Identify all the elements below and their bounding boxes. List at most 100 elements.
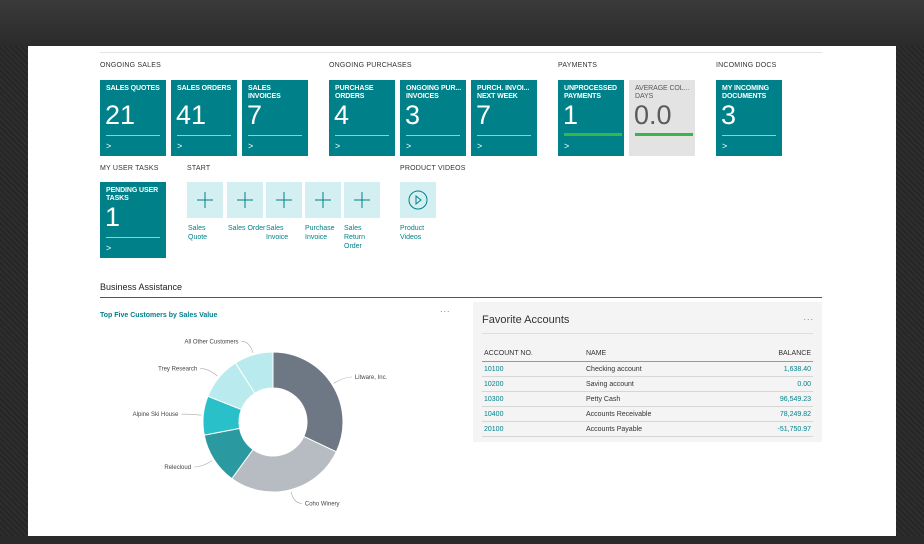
section-title-business-assistance: Business Assistance (100, 282, 183, 292)
account-balance-cell[interactable]: 1,638.40 (732, 361, 813, 377)
favorite-accounts-table: ACCOUNT NO. NAME BALANCE 10100 Checking … (482, 348, 813, 437)
donut-label: Alpine Ski House (133, 412, 179, 418)
donut-label: Relecloud (164, 465, 191, 471)
action-label-purchase-invoice[interactable]: Purchase Invoice (305, 225, 335, 241)
tile-title: UNPROCESSED PAYMENTS (564, 85, 617, 100)
chevron-right-icon: > (406, 141, 412, 151)
chevron-right-icon: > (248, 141, 254, 151)
tile-separator (177, 135, 231, 136)
donut-slice-all-other-customers[interactable] (234, 351, 274, 394)
account-no-cell[interactable]: 10300 (482, 391, 584, 407)
window-frame-right (896, 46, 924, 544)
account-balance-cell[interactable]: 78,249.82 (732, 406, 813, 422)
donut-slice-litware-inc[interactable] (272, 351, 344, 453)
account-no-cell[interactable]: 10200 (482, 376, 584, 392)
account-no-cell[interactable]: 20100 (482, 421, 584, 437)
favorite-accounts-menu-icon[interactable]: ... (803, 312, 814, 322)
leader-line (241, 341, 254, 353)
tile-value: 41 (176, 100, 207, 130)
leader-line (333, 376, 352, 384)
tile-purch-invoices-next-week[interactable]: PURCH. INVOI... NEXT WEEK 7 > (471, 80, 537, 156)
tile-separator (106, 237, 160, 238)
action-label-sales-return-order[interactable]: Sales Return Order (344, 225, 366, 250)
tile-status-bar (635, 133, 693, 136)
leader-line (194, 460, 213, 468)
tile-sales-quotes[interactable]: SALES QUOTES 21 > (100, 80, 166, 156)
tile-title: PURCHASE ORDERS (335, 85, 374, 100)
leader-line (290, 491, 302, 504)
table-row[interactable]: 10100 Checking account 1,638.40 (482, 361, 813, 377)
chevron-right-icon: > (722, 141, 728, 151)
account-balance-cell[interactable]: -51,750.97 (732, 421, 813, 437)
donut-chart: Litware, Inc. Coho Winery Relecloud Alpine … (133, 339, 388, 507)
tile-unprocessed-payments[interactable]: UNPROCESSED PAYMENTS 1 > (558, 80, 624, 156)
tile-ongoing-purchase-invoices[interactable]: ONGOING PUR... INVOICES 3 > (400, 80, 466, 156)
tile-separator (477, 135, 531, 136)
table-row[interactable]: 10300 Petty Cash 96,549.23 (482, 391, 813, 407)
account-no-cell[interactable]: 10100 (482, 361, 584, 377)
column-header-name[interactable]: NAME (584, 348, 733, 362)
account-no-cell[interactable]: 10400 (482, 406, 584, 422)
tile-value: 1 (105, 202, 121, 232)
tile-average-collection-days[interactable]: AVERAGE COL... DAYS 0.0 (629, 80, 695, 156)
product-videos-button[interactable] (400, 182, 436, 218)
group-label-start: START (187, 165, 211, 172)
plus-icon (237, 192, 253, 208)
tile-value: 21 (105, 100, 136, 130)
tile-value: 3 (721, 100, 737, 130)
action-label-sales-order[interactable]: Sales Order (228, 225, 266, 232)
chevron-right-icon: > (106, 141, 112, 151)
tile-separator (106, 135, 160, 136)
chart-menu-icon[interactable]: ... (440, 304, 451, 314)
window-frame-top (0, 0, 924, 46)
tile-value: 1 (563, 100, 579, 130)
column-header-balance[interactable]: BALANCE (732, 348, 813, 362)
tile-my-incoming-documents[interactable]: MY INCOMING DOCUMENTS 3 > (716, 80, 782, 156)
table-row[interactable]: 20100 Accounts Payable -51,750.97 (482, 421, 813, 437)
group-label-payments: PAYMENTS (558, 62, 598, 69)
donut-slice-coho-winery[interactable] (231, 435, 338, 493)
new-sales-order-button[interactable] (227, 182, 263, 218)
donut-label: Coho Winery (305, 501, 340, 507)
action-label-product-videos[interactable]: Product Videos (400, 225, 425, 241)
group-label-my-user-tasks: MY USER TASKS (100, 165, 159, 172)
action-label-sales-invoice[interactable]: Sales Invoice (266, 225, 289, 241)
table-row[interactable]: 10200 Saving account 0.00 (482, 376, 813, 392)
tile-sales-orders[interactable]: SALES ORDERS 41 > (171, 80, 237, 156)
action-label-sales-quote[interactable]: Sales Quote (188, 225, 208, 241)
group-label-incoming-docs: INCOMING DOCS (716, 62, 777, 69)
new-sales-quote-button[interactable] (187, 182, 223, 218)
chevron-right-icon: > (177, 141, 183, 151)
account-name-cell: Accounts Payable (584, 421, 733, 437)
tile-separator (406, 135, 460, 136)
account-balance-cell[interactable]: 0.00 (732, 376, 813, 392)
role-center-page: ONGOING SALES ONGOING PURCHASES PAYMENTS… (28, 46, 896, 536)
tile-title: SALES INVOICES (248, 85, 281, 100)
tile-purchase-orders[interactable]: PURCHASE ORDERS 4 > (329, 80, 395, 156)
play-circle-icon (408, 190, 428, 210)
tile-pending-user-tasks[interactable]: PENDING USER TASKS 1 > (100, 182, 166, 258)
tile-sales-invoices[interactable]: SALES INVOICES 7 > (242, 80, 308, 156)
chevron-right-icon: > (106, 243, 112, 253)
table-row[interactable]: 10400 Accounts Receivable 78,249.82 (482, 406, 813, 422)
tile-title: PURCH. INVOI... NEXT WEEK (477, 85, 530, 100)
new-purchase-invoice-button[interactable] (305, 182, 341, 218)
group-label-ongoing-purchases: ONGOING PURCHASES (329, 62, 412, 69)
leader-line (200, 368, 218, 377)
account-name-cell: Saving account (584, 376, 733, 392)
favorite-accounts-panel: Favorite Accounts ... ACCOUNT NO. NAME B… (473, 302, 822, 442)
chevron-right-icon: > (477, 141, 483, 151)
donut-label: Trey Research (158, 366, 197, 372)
column-header-account-no[interactable]: ACCOUNT NO. (482, 348, 584, 362)
tile-title: SALES ORDERS (177, 85, 232, 92)
plus-icon (315, 192, 331, 208)
table-header-row: ACCOUNT NO. NAME BALANCE (482, 348, 813, 362)
top-divider (100, 52, 822, 53)
leader-line (181, 413, 202, 416)
account-balance-cell[interactable]: 96,549.23 (732, 391, 813, 407)
new-sales-invoice-button[interactable] (266, 182, 302, 218)
tile-value: 0.0 (634, 100, 672, 130)
chevron-right-icon: > (564, 141, 570, 151)
new-sales-return-order-button[interactable] (344, 182, 380, 218)
tile-title: SALES QUOTES (106, 85, 160, 92)
